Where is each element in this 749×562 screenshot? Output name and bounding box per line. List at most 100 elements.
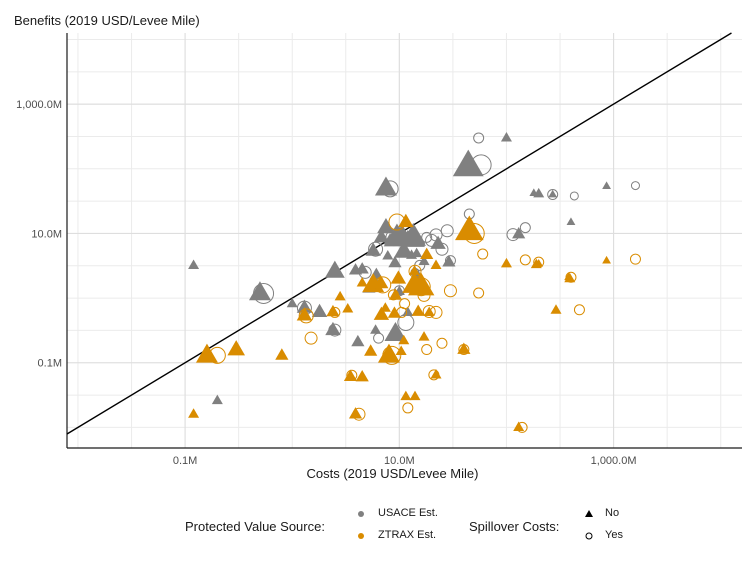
open-circle-point — [630, 181, 640, 191]
open-circle-point — [422, 305, 436, 319]
triangle-point — [423, 306, 435, 317]
triangle-point — [420, 247, 434, 259]
open-circle-point — [533, 256, 545, 268]
open-circle-point — [516, 421, 528, 433]
axis-ticks: 0.1M 10.0M 1,000.0M 0.1M 10.0M 1,000.0M — [16, 99, 636, 467]
legend-key-ztrax — [358, 533, 364, 539]
open-circle-point — [470, 154, 492, 176]
legend-item-no: No — [605, 507, 620, 519]
y-tick-label: 0.1M — [38, 358, 62, 370]
triangle-point — [513, 421, 525, 432]
data-points — [188, 132, 641, 433]
legend-item-usace: USACE Est. — [378, 507, 438, 519]
triangle-point — [325, 321, 341, 336]
legend-item-ztrax: ZTRAX Est. — [378, 529, 437, 541]
x-axis-label: Costs (2019 USD/Levee Mile) — [306, 466, 479, 481]
open-circle-point — [565, 271, 577, 283]
triangle-point — [311, 303, 328, 318]
triangle-point — [384, 322, 407, 342]
triangle-point — [430, 259, 442, 270]
open-circle-point — [374, 276, 392, 294]
triangle-point — [566, 217, 576, 225]
open-circle-point — [253, 282, 275, 304]
open-circle-point — [506, 228, 520, 242]
triangle-point — [500, 132, 512, 142]
open-circle-point — [443, 284, 457, 298]
triangle-point — [356, 276, 368, 287]
triangle-point — [362, 273, 385, 293]
open-circle-point — [425, 233, 439, 247]
open-circle-point — [388, 213, 406, 231]
legend-key-yes — [585, 532, 593, 540]
open-circle-point — [411, 277, 431, 297]
triangle-point — [351, 334, 365, 347]
open-circle-point — [440, 224, 454, 238]
triangle-point — [452, 149, 484, 177]
open-circle-point — [569, 191, 579, 201]
open-circle-point — [304, 331, 318, 345]
triangle-point — [534, 259, 544, 267]
open-circle-point — [387, 289, 399, 301]
open-circle-point — [429, 305, 443, 319]
open-circle-point — [547, 189, 559, 201]
triangle-point — [418, 331, 430, 341]
triangle-point — [188, 408, 200, 418]
open-circle-point — [458, 344, 470, 356]
open-circle-point — [473, 132, 485, 144]
legend-shape-title: Spillover Costs: — [469, 519, 560, 534]
triangle-point — [324, 260, 345, 278]
open-circle-point — [444, 255, 456, 267]
triangle-point — [286, 297, 298, 308]
triangle-point — [548, 189, 558, 198]
open-circle-point — [435, 242, 449, 256]
open-circle-point — [358, 265, 372, 279]
triangle-point — [334, 290, 346, 301]
triangle-point — [392, 224, 412, 242]
triangle-point — [533, 187, 545, 198]
legend-item-yes: Yes — [605, 529, 623, 541]
triangle-point — [211, 394, 223, 405]
open-circle-point — [436, 337, 448, 349]
open-circle-point — [629, 253, 641, 265]
open-circle-point — [519, 222, 531, 234]
triangle-point — [602, 181, 611, 189]
open-circle-point — [421, 344, 433, 356]
x-tick-label: 10.0M — [384, 455, 415, 467]
triangle-point — [342, 303, 354, 313]
legend-glyphs — [358, 510, 593, 540]
triangle-point — [402, 306, 414, 317]
y-tick-label: 10.0M — [31, 228, 62, 240]
triangle-point — [326, 304, 340, 317]
triangle-point — [374, 176, 397, 196]
triangle-point — [379, 302, 391, 312]
triangle-point — [400, 390, 412, 401]
triangle-point — [411, 304, 425, 316]
triangle-point — [275, 348, 289, 360]
open-circle-point — [417, 288, 431, 302]
triangle-point — [390, 270, 407, 284]
open-circle-point — [352, 407, 366, 421]
triangle-point — [395, 345, 407, 355]
y-tick-label: 1,000.0M — [16, 99, 62, 111]
triangle-point — [364, 344, 378, 356]
open-circle-point — [329, 306, 341, 318]
triangle-point — [500, 257, 512, 268]
triangle-point — [550, 304, 562, 314]
triangle-point — [602, 255, 611, 264]
open-circle-point — [428, 369, 440, 381]
open-circle-point — [399, 298, 411, 310]
triangle-point — [382, 249, 394, 260]
triangle-point — [409, 390, 421, 401]
open-circle-point — [346, 369, 358, 381]
triangle-point — [442, 255, 456, 267]
triangle-point — [348, 407, 363, 419]
triangle-point — [393, 240, 414, 258]
open-circle-point — [573, 304, 585, 316]
open-circle-point — [421, 231, 433, 243]
legend-key-usace — [358, 511, 364, 517]
triangle-point — [408, 265, 420, 275]
triangle-point — [227, 340, 246, 356]
open-circle-point — [402, 402, 414, 414]
triangle-point — [355, 370, 369, 382]
